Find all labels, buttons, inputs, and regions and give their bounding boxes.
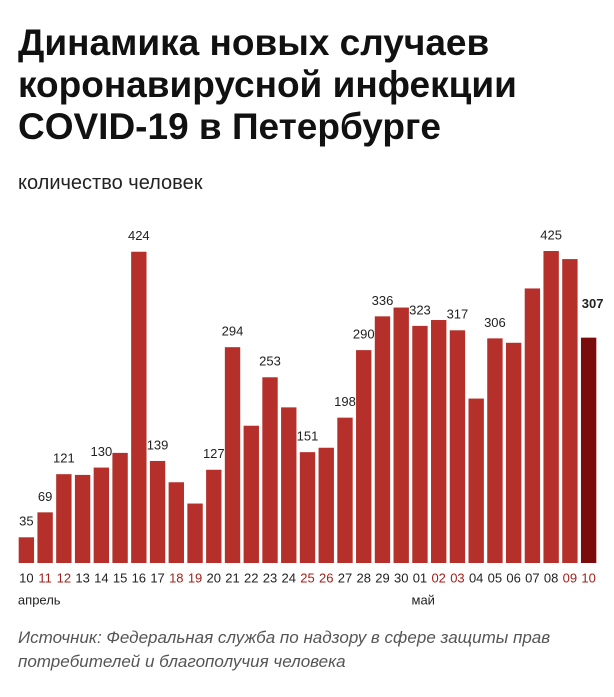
x-tick-label: 25	[300, 570, 314, 585]
x-tick-label: 08	[544, 570, 558, 585]
bar	[281, 407, 297, 563]
bar	[562, 259, 578, 563]
x-tick-label: 09	[563, 570, 577, 585]
bar	[337, 417, 353, 563]
value-label: 323	[409, 302, 431, 317]
bar	[131, 251, 147, 563]
x-tick-label: 29	[375, 570, 389, 585]
x-tick-label: 20	[207, 570, 221, 585]
x-tick-label: 02	[431, 570, 445, 585]
x-tick-label: 30	[394, 570, 408, 585]
value-label: 198	[334, 394, 356, 409]
x-tick-label: 19	[188, 570, 202, 585]
bar	[487, 338, 503, 563]
bar	[74, 474, 91, 563]
bar	[93, 467, 110, 563]
bar	[149, 460, 166, 563]
x-tick-label: 17	[150, 570, 164, 585]
value-label: 69	[38, 489, 52, 504]
value-label: 424	[128, 228, 150, 243]
bar	[318, 447, 334, 563]
value-label: 294	[222, 324, 244, 339]
chart-subtitle: количество человек	[18, 172, 203, 194]
bar	[187, 503, 203, 563]
bar	[393, 307, 409, 563]
bar	[543, 251, 559, 564]
value-label: 253	[259, 354, 281, 369]
value-label: 35	[19, 514, 33, 529]
month-label: май	[412, 592, 435, 607]
bar	[168, 482, 184, 563]
x-tick-label: 06	[506, 570, 520, 585]
bar	[431, 320, 447, 563]
x-tick-label: 10	[19, 570, 33, 585]
value-label: 130	[90, 444, 112, 459]
bar	[262, 377, 278, 563]
bar	[580, 337, 597, 563]
x-tick-label: 05	[488, 570, 502, 585]
x-tick-label: 24	[282, 570, 296, 585]
value-label: 317	[447, 307, 469, 322]
x-tick-label: 14	[94, 570, 108, 585]
bar	[524, 288, 541, 563]
bar	[18, 537, 35, 563]
x-tick-label: 27	[338, 570, 352, 585]
x-tick-label: 11	[38, 570, 52, 585]
bar	[356, 350, 372, 563]
x-tick-label: 13	[75, 570, 89, 585]
chart: 35 10 апрель 69 11 121 12 13 130 14 15 424 16 139 17 18…	[18, 227, 604, 607]
x-tick-label: 28	[356, 570, 370, 585]
bar	[299, 452, 316, 563]
bar	[56, 474, 72, 563]
value-label: 336	[372, 293, 394, 308]
value-label: 425	[540, 227, 562, 242]
x-tick-label: 01	[413, 570, 427, 585]
x-tick-label: 12	[57, 570, 71, 585]
x-tick-label: 07	[525, 570, 539, 585]
value-label: 139	[147, 437, 169, 452]
value-label: 127	[203, 446, 225, 461]
bar	[206, 469, 222, 563]
bar	[449, 330, 466, 563]
x-tick-label: 26	[319, 570, 333, 585]
bar	[37, 512, 53, 563]
bar	[412, 325, 428, 563]
x-tick-label: 16	[132, 570, 146, 585]
bar	[374, 316, 391, 563]
bar	[112, 452, 128, 563]
x-tick-label: 22	[244, 570, 258, 585]
x-tick-label: 21	[225, 570, 239, 585]
x-tick-label: 04	[469, 570, 483, 585]
x-tick-label: 03	[450, 570, 464, 585]
source-note: Источник: Федеральная служба по надзору …	[18, 628, 551, 671]
bar	[468, 398, 484, 563]
x-tick-label: 10	[581, 570, 595, 585]
bar	[243, 425, 259, 563]
bar	[505, 342, 522, 563]
x-tick-label: 18	[169, 570, 183, 585]
value-label: 121	[53, 451, 75, 466]
month-label: апрель	[18, 592, 61, 607]
value-label: 290	[353, 327, 375, 342]
value-label: 151	[297, 429, 319, 444]
chart-title: Динамика новых случаев коронавирусной ин…	[18, 22, 517, 147]
bar	[224, 347, 241, 563]
value-label: 306	[484, 315, 506, 330]
x-tick-label: 23	[263, 570, 277, 585]
x-tick-label: 15	[113, 570, 127, 585]
value-label: 307	[582, 296, 604, 311]
